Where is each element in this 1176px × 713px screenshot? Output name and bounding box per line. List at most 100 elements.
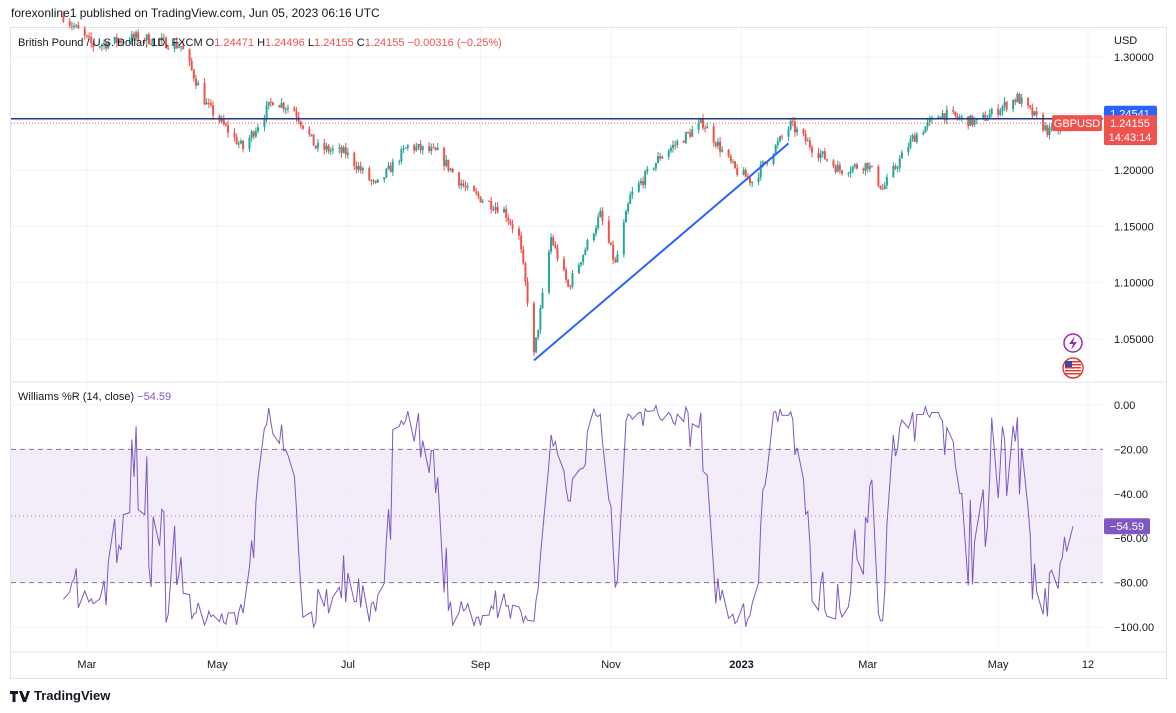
wr-tick-label: 0.00 <box>1114 400 1135 412</box>
candle-body <box>541 292 544 308</box>
candle-body <box>986 118 989 121</box>
candle-body <box>734 161 737 169</box>
candle-body <box>522 249 525 264</box>
candle-body <box>556 247 559 259</box>
candle-body <box>263 118 266 128</box>
candle-body <box>449 168 452 171</box>
candle-body <box>956 115 959 119</box>
candle-body <box>1033 111 1036 116</box>
candle-body <box>699 119 702 123</box>
candle-body <box>552 237 555 246</box>
candle-body <box>1035 111 1038 115</box>
candle-body <box>881 188 884 190</box>
candle-body <box>481 200 484 203</box>
candle-body <box>644 171 647 185</box>
legend-l-label: L <box>308 37 314 49</box>
candle-body <box>1031 107 1034 116</box>
candle-body <box>706 126 709 129</box>
candle-body <box>1014 99 1017 102</box>
candle-body <box>716 141 719 147</box>
candle-body <box>624 211 627 223</box>
candle-body <box>145 34 148 41</box>
candle-body <box>428 146 431 152</box>
candle-body <box>866 162 869 169</box>
candle-body <box>862 168 865 171</box>
candle-body <box>793 121 796 133</box>
candle-body <box>387 165 390 169</box>
candle-body <box>505 208 508 219</box>
candle-body <box>92 42 95 48</box>
candle-body <box>892 166 895 178</box>
price-tick-label: 1.15000 <box>1114 221 1154 233</box>
candle-body <box>284 108 287 110</box>
candle-body <box>601 210 604 221</box>
price-tick-label: 1.10000 <box>1114 278 1154 290</box>
candle-body <box>511 224 514 229</box>
candle-body <box>158 38 161 41</box>
candle-body <box>744 169 747 178</box>
candle-body <box>751 181 754 184</box>
candle-body <box>413 144 416 151</box>
candle-body <box>954 111 957 116</box>
candle-body <box>926 121 929 127</box>
candle-body <box>235 136 238 145</box>
candle-body <box>132 34 135 38</box>
candle-body <box>742 169 745 175</box>
tradingview-footer[interactable]: TradingView <box>10 688 110 703</box>
candle-body <box>475 191 478 194</box>
us-flag-icon[interactable] <box>1062 357 1084 379</box>
candle-body <box>969 115 972 126</box>
candle-body <box>310 134 313 136</box>
candle-body <box>911 135 914 140</box>
chart-frame <box>10 27 1167 679</box>
candle-body <box>569 286 572 288</box>
candle-body <box>490 201 493 210</box>
candle-body <box>180 46 183 48</box>
candle-body <box>922 132 925 135</box>
candle-body <box>721 149 724 152</box>
candle-body <box>806 140 809 142</box>
candle-body <box>496 207 499 213</box>
candle-body <box>646 168 649 172</box>
candle-body <box>849 171 852 174</box>
candle-body <box>340 147 343 153</box>
legend-h: 1.24496 <box>265 37 308 49</box>
candle-body <box>103 43 106 46</box>
candle-body <box>374 180 377 183</box>
candle-body <box>654 162 657 169</box>
candle-body <box>982 114 985 119</box>
candle-body <box>462 183 465 186</box>
lightning-icon[interactable] <box>1063 333 1083 353</box>
price-axis-currency: USD <box>1114 35 1137 47</box>
candle-body <box>661 156 664 159</box>
candle-body <box>659 156 662 159</box>
candle-body <box>967 116 970 126</box>
candle-body <box>984 114 987 121</box>
candle-body <box>83 28 86 36</box>
candle-body <box>355 165 358 170</box>
candle-body <box>385 168 388 178</box>
candle-body <box>205 102 208 105</box>
candle-body <box>826 159 829 161</box>
candle-body <box>877 166 880 186</box>
time-tick-label: May <box>207 659 228 671</box>
candle-body <box>1046 125 1049 136</box>
trendline[interactable] <box>533 142 790 362</box>
candle-body <box>398 161 401 163</box>
candle-body <box>222 118 225 125</box>
candle-body <box>182 46 185 50</box>
candle-body <box>550 237 553 252</box>
candle-body <box>526 281 529 304</box>
legend-c-label: C <box>357 37 365 49</box>
candle-body <box>165 37 168 49</box>
candle-body <box>537 329 540 338</box>
candle-body <box>599 210 602 217</box>
candle-body <box>137 32 140 40</box>
wr-legend-title: Williams %R (14, close) <box>18 391 137 403</box>
wr-value-axis-label: −54.59 <box>1110 521 1144 533</box>
candle-body <box>88 36 91 38</box>
candle-body <box>509 221 512 225</box>
candle-body <box>372 180 375 182</box>
candle-body <box>177 46 180 48</box>
